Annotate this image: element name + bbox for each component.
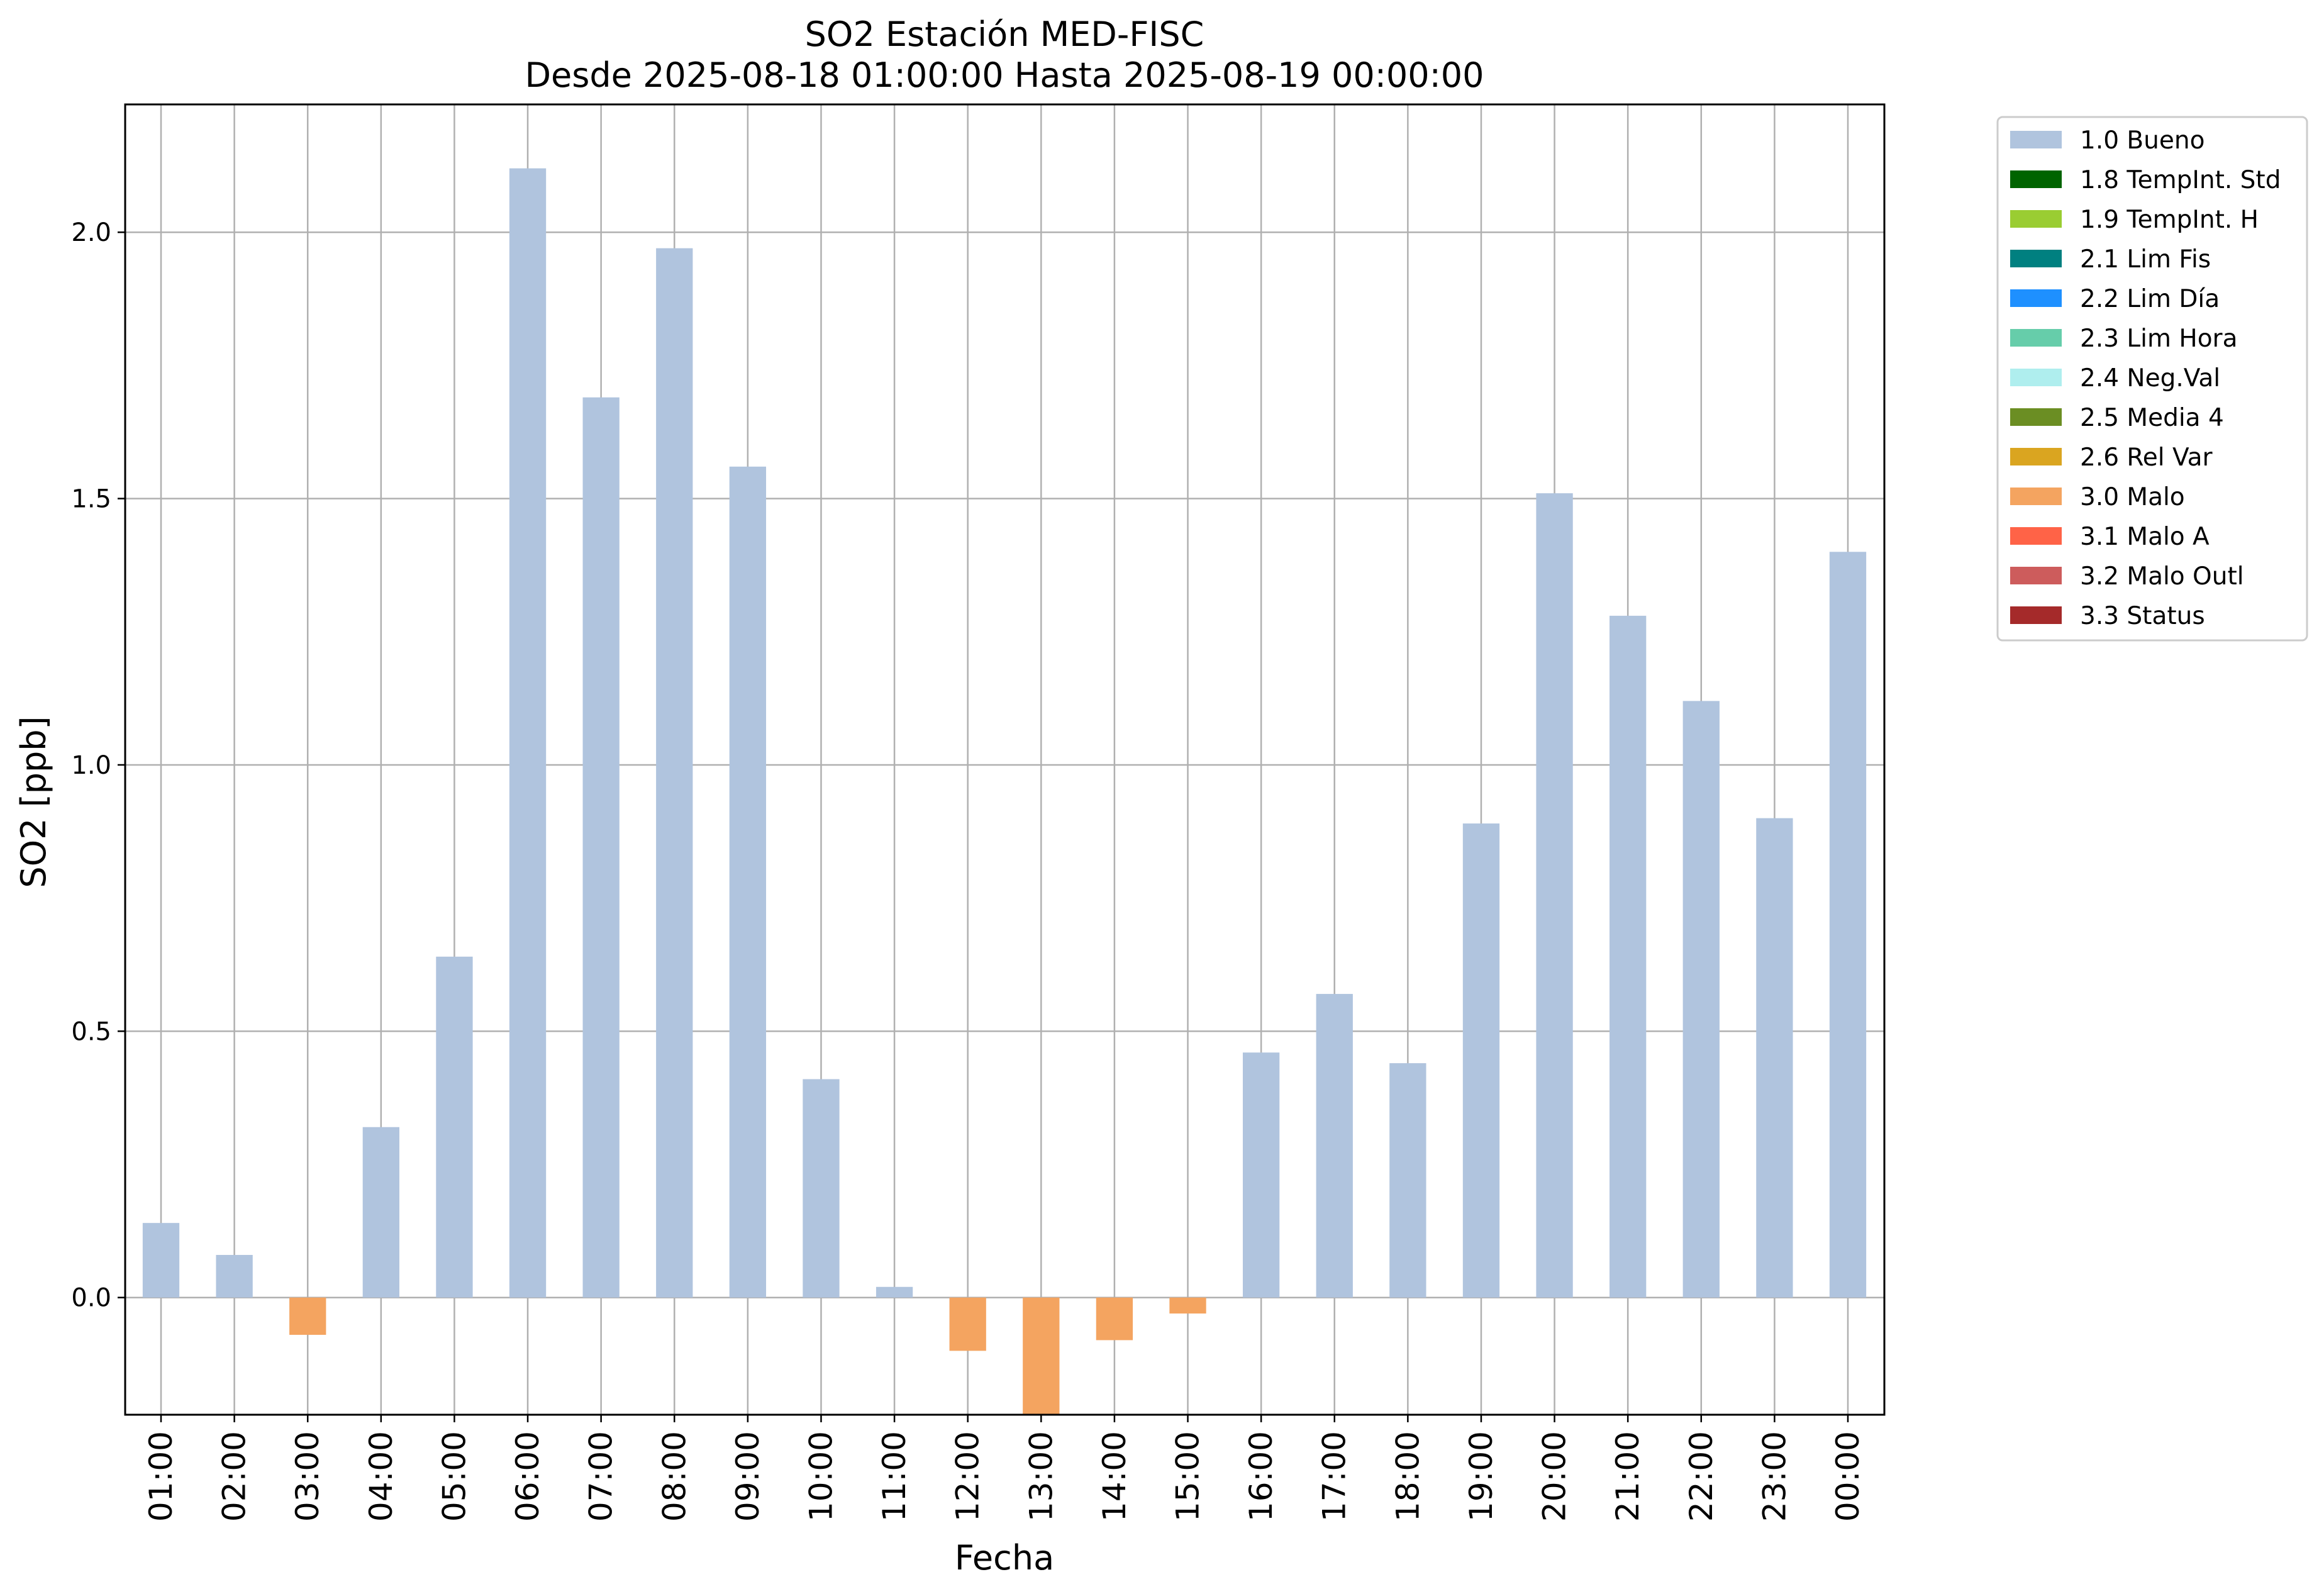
legend-entry-label: 3.0 Malo bbox=[2080, 483, 2185, 511]
x-tick-label: 05:00 bbox=[436, 1431, 472, 1522]
y-tick-label: 2.0 bbox=[71, 218, 111, 247]
x-tick-label: 02:00 bbox=[216, 1431, 253, 1522]
legend-swatch bbox=[2010, 250, 2062, 267]
x-axis: 01:00 02:00 03:00 04:00 05:00 06:00 07:00 08:00… bbox=[143, 1415, 1866, 1522]
bar-03:00 bbox=[289, 1297, 326, 1335]
y-tick-label: 1.5 bbox=[71, 485, 111, 514]
bar-08:00 bbox=[656, 248, 693, 1298]
bar-04:00 bbox=[362, 1127, 399, 1298]
legend-box bbox=[1996, 116, 2308, 642]
legend-entry-label: 2.4 Neg.Val bbox=[2080, 364, 2220, 393]
legend-swatch bbox=[2010, 488, 2062, 505]
bar-15:00 bbox=[1169, 1297, 1206, 1314]
y-axis-label: SO2 [ppb] bbox=[14, 716, 53, 888]
bar-12:00 bbox=[949, 1297, 986, 1351]
bar-18:00 bbox=[1389, 1063, 1426, 1298]
bar-11:00 bbox=[876, 1286, 913, 1298]
legend-swatch bbox=[2010, 567, 2062, 584]
bar-02:00 bbox=[216, 1254, 253, 1298]
bar-00:00 bbox=[1829, 552, 1867, 1298]
x-tick-label: 22:00 bbox=[1683, 1431, 1720, 1522]
y-tick-label: 0.5 bbox=[71, 1017, 111, 1046]
x-tick-label: 18:00 bbox=[1389, 1431, 1426, 1522]
bar-22:00 bbox=[1682, 701, 1720, 1298]
x-tick-label: 16:00 bbox=[1243, 1431, 1279, 1522]
x-tick-label: 03:00 bbox=[289, 1431, 326, 1522]
x-tick-label: 12:00 bbox=[950, 1431, 986, 1522]
legend-swatch bbox=[2010, 369, 2062, 386]
legend-entry-label: 2.3 Lim Hora bbox=[2080, 325, 2238, 353]
bars bbox=[142, 168, 1867, 1415]
bar-10:00 bbox=[803, 1079, 840, 1298]
bar-06:00 bbox=[509, 168, 547, 1298]
x-tick-label: 15:00 bbox=[1170, 1431, 1206, 1522]
x-axis-label: Fecha bbox=[955, 1538, 1054, 1578]
x-tick-label: 00:00 bbox=[1830, 1431, 1866, 1522]
legend-entry-label: 1.8 TempInt. Std bbox=[2080, 166, 2281, 194]
legend-swatch bbox=[2010, 170, 2062, 188]
bar-17:00 bbox=[1316, 994, 1353, 1298]
bar-07:00 bbox=[582, 397, 620, 1298]
bar-20:00 bbox=[1536, 493, 1573, 1298]
x-tick-label: 23:00 bbox=[1756, 1431, 1793, 1522]
legend-swatch bbox=[2010, 289, 2062, 307]
legend-entry-label: 1.0 Bueno bbox=[2080, 126, 2204, 155]
legend-entry-label: 2.5 Media 4 bbox=[2080, 404, 2224, 432]
legend-entry-label: 2.1 Lim Fis bbox=[2080, 245, 2211, 274]
legend-swatch bbox=[2010, 606, 2062, 624]
bar-19:00 bbox=[1462, 823, 1500, 1298]
x-tick-label: 08:00 bbox=[656, 1431, 692, 1522]
legend: 1.0 Bueno 1.8 TempInt. Std 1.9 TempInt. H 2… bbox=[1996, 116, 2308, 642]
legend-swatch bbox=[2010, 408, 2062, 426]
bar-13:00 bbox=[1023, 1297, 1060, 1415]
bar-01:00 bbox=[142, 1223, 180, 1298]
legend-entry-label: 3.3 Status bbox=[2080, 602, 2205, 630]
x-tick-label: 13:00 bbox=[1023, 1431, 1059, 1522]
x-tick-label: 14:00 bbox=[1096, 1431, 1133, 1522]
x-tick-label: 06:00 bbox=[509, 1431, 546, 1522]
legend-swatch bbox=[2010, 448, 2062, 465]
legend-swatch bbox=[2010, 527, 2062, 545]
x-tick-label: 09:00 bbox=[730, 1431, 766, 1522]
x-tick-label: 10:00 bbox=[803, 1431, 839, 1522]
legend-entry-label: 3.1 Malo A bbox=[2080, 523, 2210, 551]
chart-subtitle: Desde 2025-08-18 01:00:00 Hasta 2025-08-… bbox=[525, 55, 1484, 95]
legend-entry-label: 1.9 TempInt. H bbox=[2080, 206, 2259, 234]
bar-23:00 bbox=[1756, 818, 1793, 1298]
legend-swatch bbox=[2010, 131, 2062, 148]
x-tick-label: 19:00 bbox=[1463, 1431, 1499, 1522]
bar-14:00 bbox=[1096, 1297, 1133, 1340]
legend-entry-label: 2.6 Rel Var bbox=[2080, 443, 2213, 472]
bar-21:00 bbox=[1610, 615, 1647, 1298]
bar-16:00 bbox=[1242, 1052, 1280, 1298]
legend-swatch bbox=[2010, 329, 2062, 347]
x-tick-label: 04:00 bbox=[363, 1431, 399, 1522]
bar-05:00 bbox=[436, 956, 473, 1298]
x-tick-label: 01:00 bbox=[143, 1431, 179, 1522]
x-tick-label: 20:00 bbox=[1537, 1431, 1573, 1522]
x-tick-label: 17:00 bbox=[1316, 1431, 1353, 1522]
y-axis: 0.0 0.5 1.0 1.5 2.0 bbox=[71, 218, 125, 1313]
legend-entry-label: 2.2 Lim Día bbox=[2080, 285, 2220, 313]
legend-entry-label: 3.2 Malo Outl bbox=[2080, 562, 2244, 591]
plot-frame bbox=[124, 103, 1886, 1416]
chart-title: SO2 Estación MED-FISC bbox=[805, 14, 1204, 54]
x-tick-label: 07:00 bbox=[583, 1431, 620, 1522]
x-tick-label: 21:00 bbox=[1610, 1431, 1646, 1522]
x-tick-label: 11:00 bbox=[876, 1431, 913, 1522]
y-tick-label: 0.0 bbox=[71, 1284, 111, 1313]
y-tick-label: 1.0 bbox=[71, 751, 111, 780]
legend-swatch bbox=[2010, 210, 2062, 228]
bar-09:00 bbox=[729, 466, 767, 1298]
